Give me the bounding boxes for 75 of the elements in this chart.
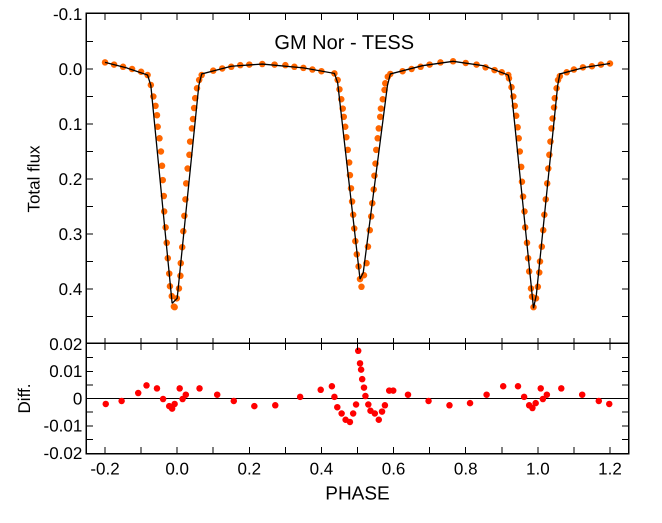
point [466, 400, 474, 406]
point [171, 400, 178, 408]
point [230, 398, 238, 404]
point [154, 385, 160, 392]
point [352, 401, 360, 408]
point [529, 404, 536, 412]
point [537, 385, 544, 392]
point [446, 402, 453, 409]
point [360, 384, 368, 391]
y-tick-label: 0.02 [49, 334, 82, 354]
point [196, 385, 203, 392]
point [214, 391, 220, 398]
y-tick-label: 0.1 [58, 114, 82, 134]
point [179, 396, 186, 402]
point [365, 401, 372, 408]
point [500, 382, 506, 390]
point [331, 394, 338, 400]
x-tick-label: 0.4 [310, 460, 334, 479]
point [118, 398, 125, 404]
point [425, 398, 432, 404]
point [558, 385, 565, 392]
x-tick-label: 1.0 [526, 460, 550, 479]
x-tick-label: 0.0 [165, 460, 189, 479]
point [358, 376, 366, 382]
point [350, 410, 356, 417]
point [376, 416, 382, 424]
x-tick-label: 0.8 [454, 460, 478, 479]
point [578, 391, 586, 398]
point [176, 385, 183, 392]
y-tick-label: 0 [72, 389, 82, 408]
point [272, 402, 279, 409]
y-tick-label: 0.0 [58, 60, 82, 79]
point [544, 391, 550, 398]
y-tick-label: -0.01 [44, 416, 82, 436]
y-tick-label: 0.01 [49, 362, 82, 382]
point [317, 386, 324, 394]
point [354, 348, 362, 354]
point [296, 394, 304, 400]
point [251, 402, 258, 410]
point [328, 382, 336, 390]
point [606, 400, 612, 408]
point [338, 410, 345, 417]
point [143, 382, 150, 389]
point [532, 400, 539, 406]
x-tick-label: -0.2 [90, 460, 120, 479]
x-tick-label: 0.6 [382, 460, 406, 479]
x-axis-title: PHASE [325, 483, 390, 504]
point [134, 390, 142, 396]
point [404, 391, 412, 398]
x-tick-label: 1.2 [598, 460, 622, 479]
point [182, 391, 190, 398]
y-tick-label: -0.02 [44, 444, 82, 463]
point [596, 398, 602, 404]
point [540, 396, 546, 402]
y-axis-title: Total flux [24, 144, 44, 213]
point [346, 418, 354, 426]
y-tick-label: 0.4 [58, 280, 82, 299]
point [372, 410, 378, 417]
point [382, 402, 388, 409]
point [102, 400, 109, 408]
x-tick-label: 0.2 [237, 460, 262, 479]
text: GM Nor - TESS [274, 32, 414, 54]
y-tick-label: 0.3 [58, 224, 82, 244]
y-axis-title: Diff. [15, 384, 34, 414]
point [378, 408, 386, 415]
point [362, 392, 369, 400]
point [514, 382, 522, 390]
point [356, 360, 364, 367]
y-tick-label: -0.1 [53, 4, 82, 24]
y-tick-label: 0.2 [58, 170, 82, 189]
point [520, 394, 528, 400]
point [483, 391, 490, 398]
point [334, 404, 341, 410]
point [358, 366, 364, 373]
point [160, 396, 166, 402]
